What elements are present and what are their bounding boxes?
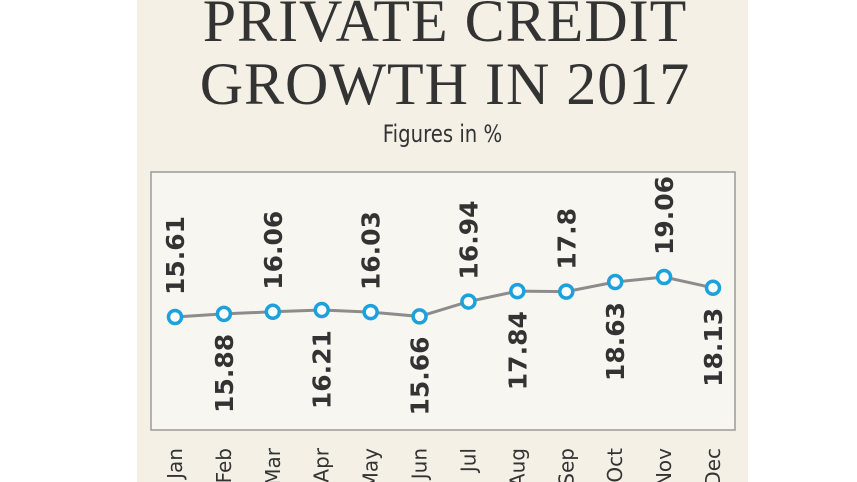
x-tick-label: Jun [408, 448, 432, 481]
value-label: 15.88 [210, 334, 239, 413]
marker [215, 305, 233, 323]
value-label: 18.63 [601, 302, 630, 381]
x-tick-label: Apr [310, 447, 334, 482]
x-tick-label: May [359, 448, 383, 482]
x-tick-label: Mar [261, 447, 285, 482]
x-tick-label: Sep [554, 448, 578, 482]
x-tick-label: Jul [456, 448, 480, 474]
x-tick-label: Nov [652, 448, 676, 482]
marker [411, 308, 428, 325]
chart-title: PRIVATE CREDIT GROWTH IN 2017 [199, 0, 691, 117]
marker [313, 301, 330, 319]
marker [655, 268, 673, 286]
x-tick-label: Aug [505, 448, 529, 482]
marker [264, 303, 282, 321]
value-label: 16.21 [308, 330, 337, 409]
x-tick-label: Oct [603, 448, 627, 482]
plot-frame [150, 171, 736, 431]
marker [509, 282, 526, 300]
marker [362, 303, 379, 321]
marker [460, 293, 477, 310]
value-label: 19.06 [650, 176, 679, 255]
value-label: 16.94 [454, 201, 483, 280]
value-label: 17.84 [503, 311, 532, 390]
x-tick-label: Dec [701, 448, 725, 482]
value-label: 15.61 [161, 216, 190, 295]
x-tick-label: Feb [212, 448, 236, 482]
value-label: 18.13 [699, 308, 728, 387]
value-label: 16.03 [357, 211, 386, 290]
value-label: 17.8 [552, 208, 581, 270]
marker [704, 279, 722, 297]
marker [606, 273, 624, 291]
marker [166, 308, 184, 326]
value-label: 16.06 [259, 211, 288, 290]
chart-subtitle: Figures in % [382, 120, 503, 148]
value-label: 15.66 [406, 336, 435, 415]
marker [558, 283, 575, 300]
x-tick-label: Jan [163, 448, 187, 481]
